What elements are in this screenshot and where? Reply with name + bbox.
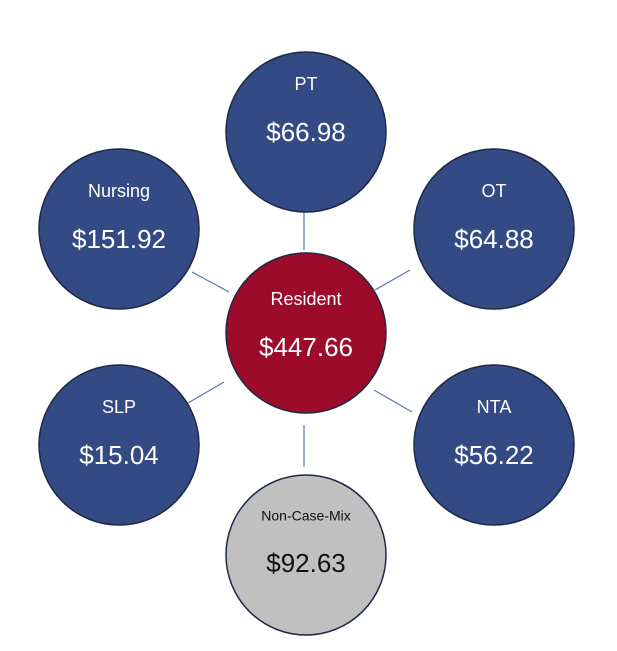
node-nursing (38, 148, 200, 310)
node-label: PT (294, 74, 317, 94)
node-label: Resident (270, 289, 341, 309)
connector (187, 381, 225, 404)
node-pt (225, 51, 387, 213)
node-label: NTA (477, 397, 512, 417)
node-ot (413, 148, 575, 310)
node-label: OT (482, 181, 507, 201)
node-label: Non-Case-Mix (261, 508, 350, 524)
node-label: Nursing (88, 181, 150, 201)
connector (374, 269, 411, 291)
node-label: SLP (102, 397, 136, 417)
node-nta (413, 364, 575, 526)
connector (191, 271, 230, 293)
node-value: $151.92 (72, 224, 166, 254)
node-value: $64.88 (454, 224, 534, 254)
node-value: $56.22 (454, 440, 534, 470)
node-value: $66.98 (266, 117, 346, 147)
node-value: $447.66 (259, 332, 353, 362)
node-non-case-mix (225, 474, 387, 636)
node-value: $15.04 (79, 440, 159, 470)
node-resident (225, 252, 387, 414)
connector (373, 389, 413, 413)
node-value: $92.63 (266, 548, 346, 578)
node-slp (38, 364, 200, 526)
